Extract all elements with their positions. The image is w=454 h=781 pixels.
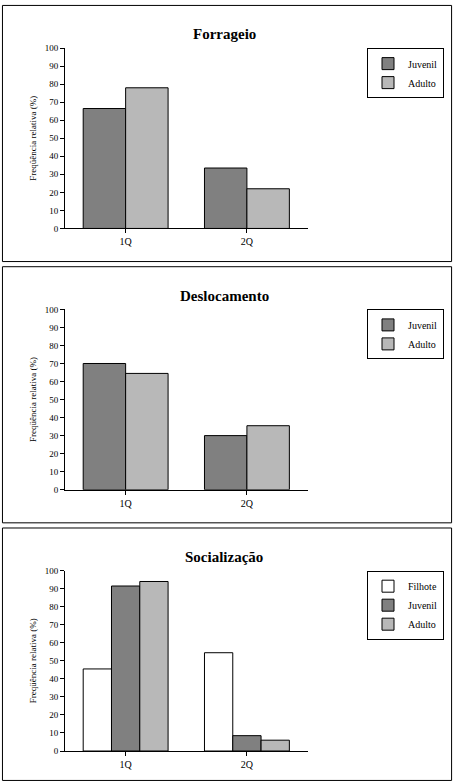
svg-text:0: 0 (54, 746, 59, 756)
svg-text:1Q: 1Q (120, 236, 133, 247)
svg-text:2Q: 2Q (241, 498, 254, 509)
svg-text:Filhote: Filhote (408, 581, 437, 592)
svg-text:0: 0 (54, 485, 59, 495)
svg-text:Freqüência relativa (%): Freqüência relativa (%) (28, 618, 38, 703)
svg-text:20: 20 (49, 188, 59, 198)
svg-text:Juvenil: Juvenil (408, 59, 437, 70)
svg-text:90: 90 (49, 61, 59, 71)
svg-text:1Q: 1Q (120, 759, 133, 770)
svg-text:Juvenil: Juvenil (408, 320, 437, 331)
svg-text:Freqüência relativa (%): Freqüência relativa (%) (28, 357, 38, 442)
svg-text:20: 20 (49, 710, 59, 720)
svg-text:50: 50 (49, 656, 59, 666)
svg-text:Forrageio: Forrageio (193, 26, 256, 42)
svg-text:20: 20 (49, 449, 59, 459)
svg-text:60: 60 (49, 377, 59, 387)
svg-text:10: 10 (49, 467, 59, 477)
svg-text:100: 100 (45, 566, 59, 576)
svg-text:40: 40 (49, 151, 59, 161)
svg-text:100: 100 (45, 305, 59, 315)
svg-text:100: 100 (45, 43, 59, 53)
svg-text:70: 70 (49, 97, 59, 107)
svg-text:10: 10 (49, 728, 59, 738)
svg-text:Deslocamento: Deslocamento (180, 288, 269, 304)
svg-text:80: 80 (49, 79, 59, 89)
svg-text:1Q: 1Q (120, 498, 133, 509)
svg-text:60: 60 (49, 638, 59, 648)
svg-text:Adulto: Adulto (408, 78, 436, 89)
svg-text:40: 40 (49, 413, 59, 423)
svg-text:Socialização: Socialização (185, 549, 263, 565)
svg-text:2Q: 2Q (241, 236, 254, 247)
svg-text:70: 70 (49, 359, 59, 369)
svg-text:Adulto: Adulto (408, 339, 436, 350)
svg-text:30: 30 (49, 169, 59, 179)
svg-text:10: 10 (49, 206, 59, 216)
svg-text:50: 50 (49, 395, 59, 405)
svg-text:80: 80 (49, 341, 59, 351)
svg-text:Freqüência relativa (%): Freqüência relativa (%) (28, 96, 38, 181)
svg-text:0: 0 (54, 224, 59, 234)
svg-text:40: 40 (49, 674, 59, 684)
svg-text:2Q: 2Q (241, 759, 254, 770)
svg-text:60: 60 (49, 115, 59, 125)
svg-text:30: 30 (49, 692, 59, 702)
svg-text:Adulto: Adulto (408, 619, 436, 630)
svg-text:50: 50 (49, 133, 59, 143)
svg-text:70: 70 (49, 620, 59, 630)
svg-text:80: 80 (49, 602, 59, 612)
svg-text:30: 30 (49, 431, 59, 441)
svg-text:90: 90 (49, 584, 59, 594)
svg-text:Juvenil: Juvenil (408, 600, 437, 611)
svg-text:90: 90 (49, 323, 59, 333)
